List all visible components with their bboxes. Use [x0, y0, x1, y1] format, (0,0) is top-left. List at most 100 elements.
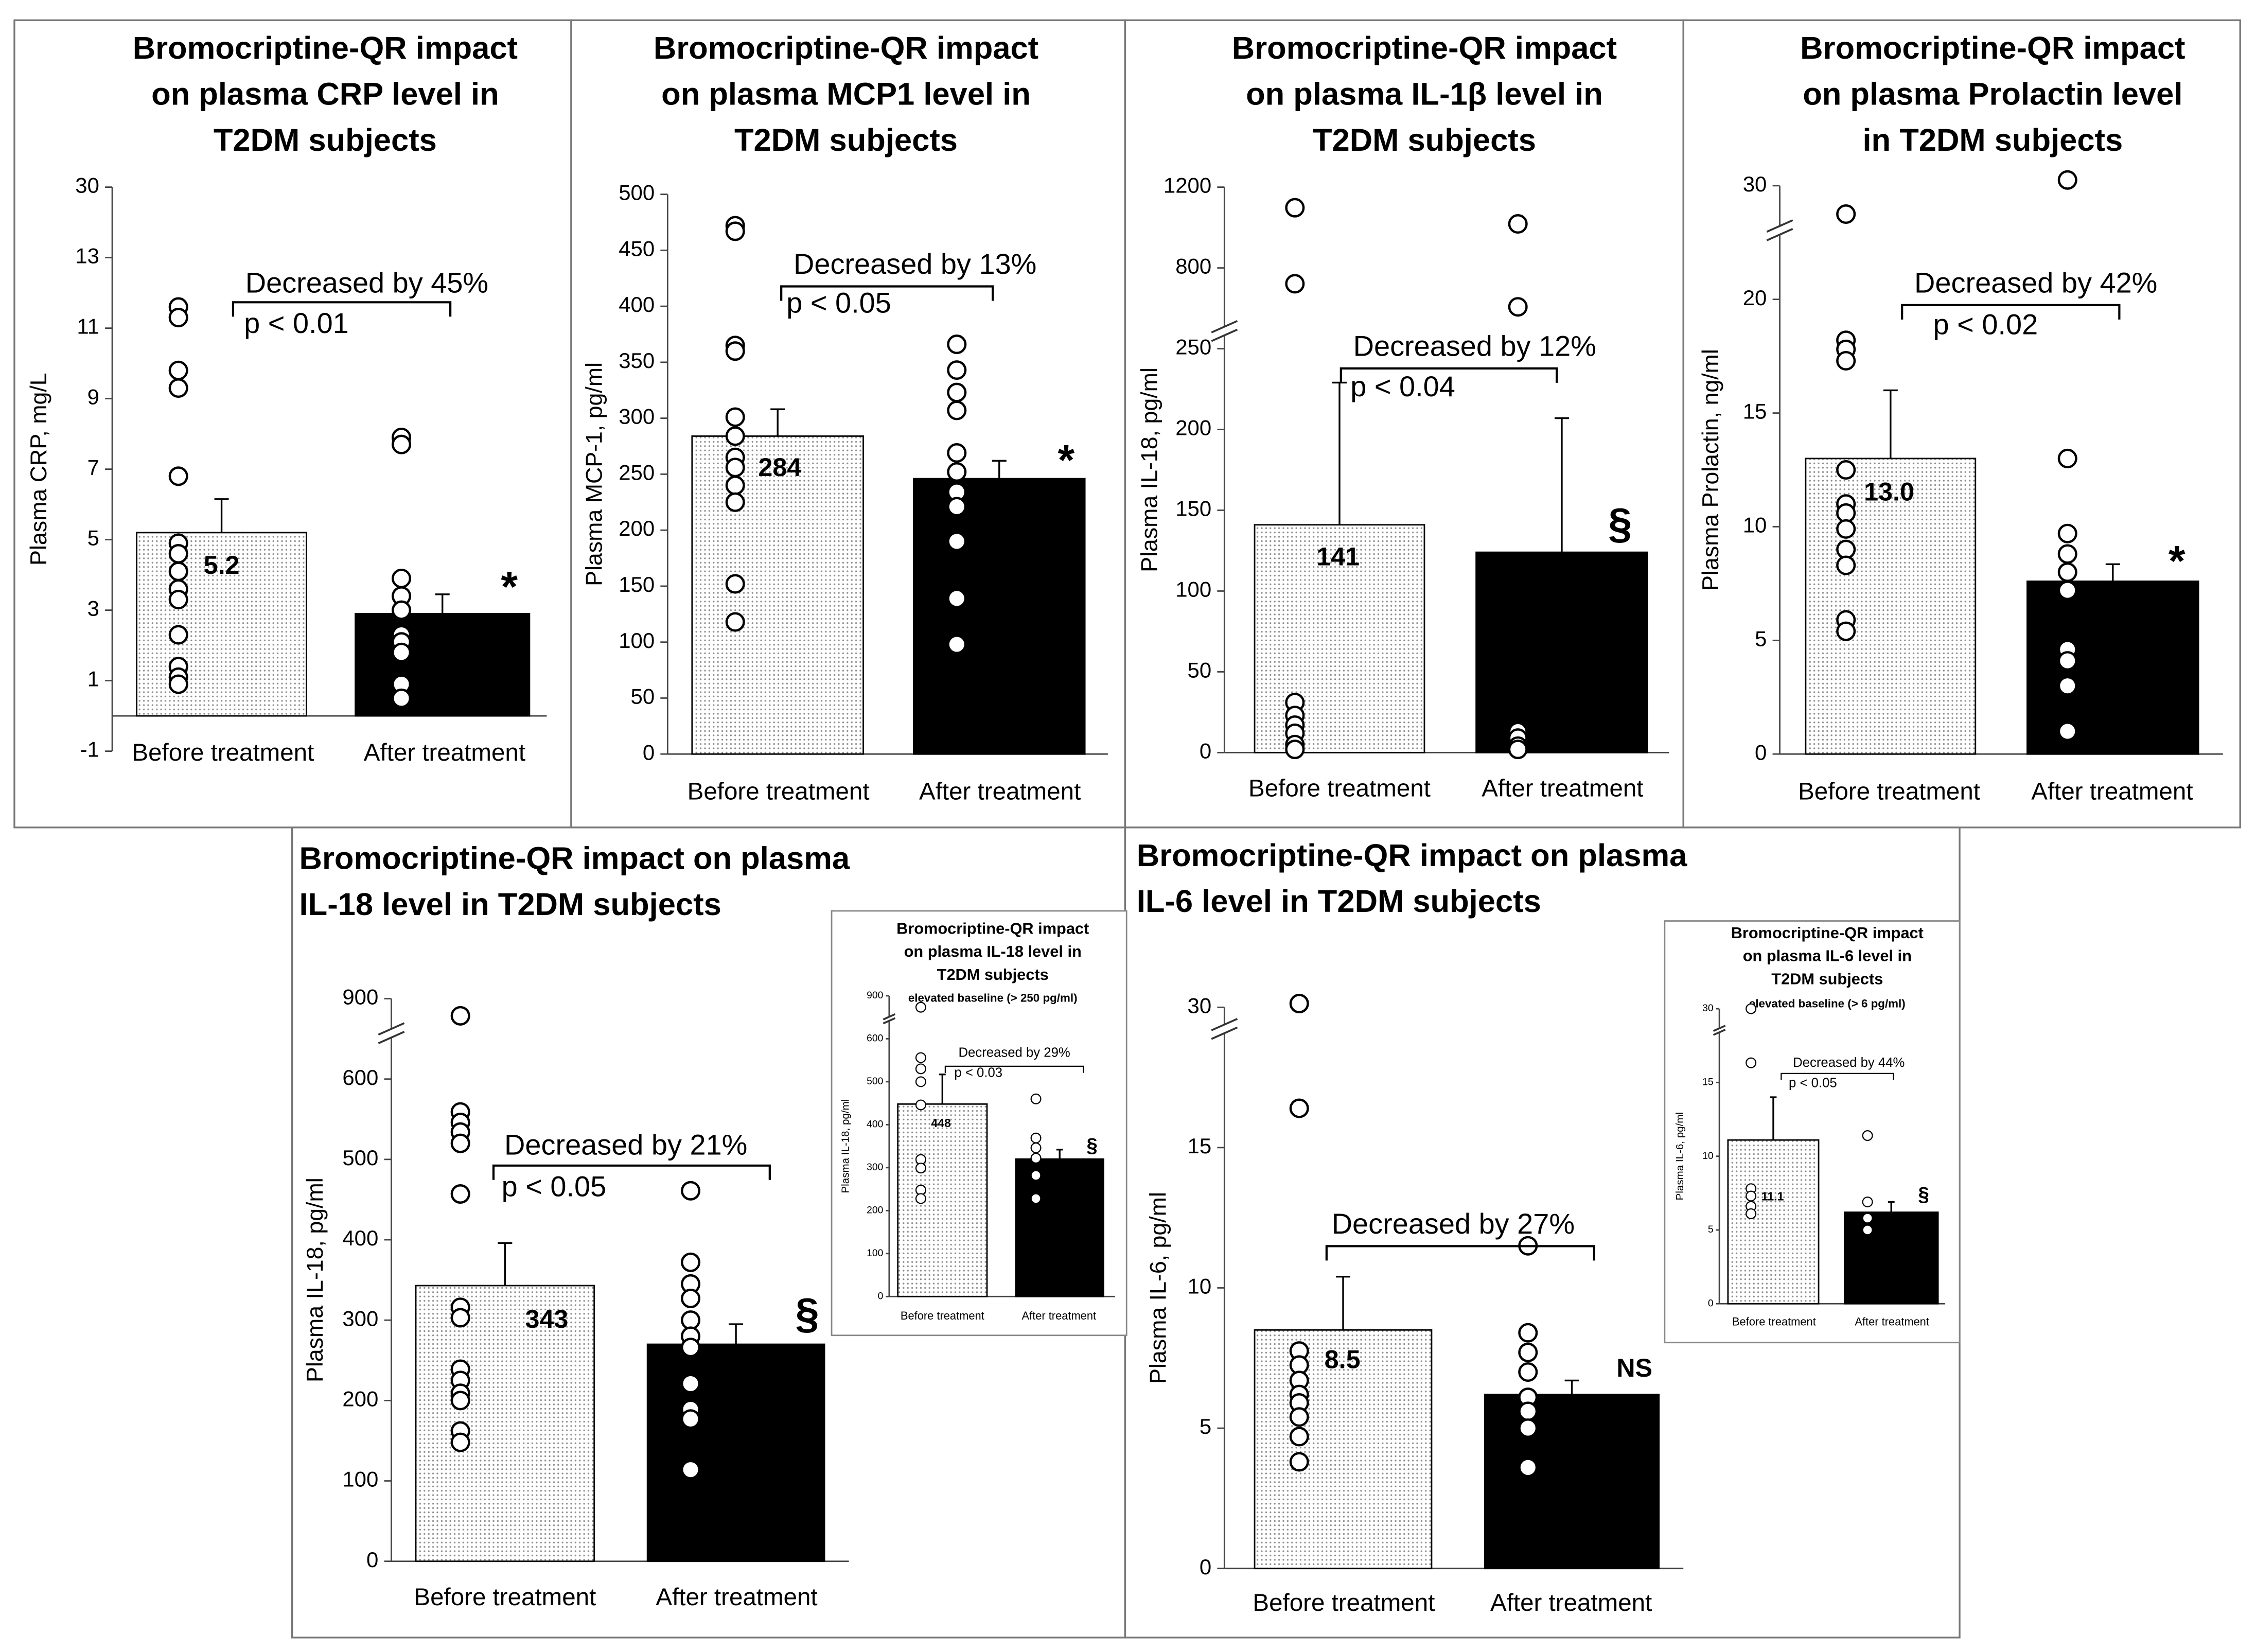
data-point: [392, 642, 412, 662]
chart-title: T2DM subjects: [1771, 970, 1883, 988]
data-point: [947, 635, 967, 655]
bar: [1805, 458, 1977, 755]
data-point: [915, 1076, 926, 1087]
y-tick-label: 250: [619, 460, 655, 484]
data-point: [725, 574, 745, 594]
y-tick-label: 400: [342, 1226, 378, 1250]
axis-break-mark: [1211, 328, 1238, 342]
y-axis-label: Plasma MCP-1, pg/ml: [581, 362, 607, 586]
data-point: [947, 531, 967, 551]
y-tick-label: 15: [1702, 1077, 1713, 1087]
data-point: [725, 426, 745, 446]
y-tick-label: 600: [867, 1033, 883, 1044]
value-label: 246: [978, 496, 1021, 525]
bar: [2026, 581, 2199, 755]
bar: [913, 478, 1086, 755]
data-point: [2057, 544, 2077, 564]
y-tick-label: 9: [87, 385, 99, 409]
data-point: [1836, 539, 1856, 559]
chart-title: Bromocriptine-QR impact: [1232, 30, 1617, 66]
axis-break-mark: [378, 1022, 405, 1036]
data-point: [947, 443, 967, 463]
chart-title: on plasma IL-1β level in: [1246, 77, 1603, 112]
value-label: 13.0: [1864, 477, 1914, 506]
annotation: Decreased by 44%: [1793, 1056, 1905, 1070]
data-point: [915, 1163, 926, 1174]
data-point: [681, 1252, 701, 1272]
y-tick-label: 300: [619, 405, 655, 429]
y-tick-label: 30: [1702, 1003, 1713, 1014]
data-point: [1836, 503, 1856, 523]
value-label: 11.1: [1761, 1189, 1784, 1203]
y-tick-label: 900: [867, 990, 883, 1001]
p-value: p < 0.04: [1350, 370, 1455, 402]
bar: [415, 1285, 595, 1562]
axis-break-gap: [883, 1016, 895, 1021]
data-point: [725, 407, 745, 427]
chart-title: IL-18 level in T2DM subjects: [299, 887, 721, 922]
data-point: [681, 1310, 701, 1330]
y-tick-label: 100: [342, 1467, 378, 1491]
y-axis-label: Plasma IL-18, pg/ml: [303, 1178, 328, 1382]
value-label: 8.5: [1325, 1344, 1361, 1374]
significance-marker: §: [1918, 1184, 1929, 1206]
y-tick-label: 50: [1188, 658, 1212, 682]
data-point: [168, 625, 188, 645]
data-point: [1508, 214, 1528, 234]
chart-title: Bromocriptine-QR impact: [654, 30, 1038, 66]
y-tick-label: 0: [1708, 1298, 1714, 1309]
data-point: [1518, 1362, 1538, 1382]
y-tick-label: 500: [342, 1146, 378, 1170]
comparison-bracket: [1340, 367, 1558, 383]
data-point: [168, 543, 188, 564]
chart-title: on plasma CRP level in: [151, 77, 499, 112]
y-tick-label: 13: [75, 244, 99, 268]
x-tick-label: Before treatment: [1732, 1315, 1816, 1328]
chart-title: Bromocriptine-QR impact: [1731, 924, 1924, 942]
data-point: [1289, 1098, 1309, 1118]
data-point: [915, 1099, 926, 1111]
data-point: [2057, 170, 2077, 190]
value-label: 5.2: [204, 550, 240, 579]
data-point: [450, 1006, 470, 1026]
y-tick-label: 200: [619, 516, 655, 540]
data-point: [681, 1289, 701, 1309]
p-value: p < 0.05: [502, 1170, 607, 1202]
data-point: [725, 458, 745, 478]
data-point: [2057, 651, 2077, 671]
chart-title: Bromocriptine-QR impact on plasma: [1137, 838, 1687, 873]
y-tick-label: 100: [1175, 577, 1211, 602]
value-label: 124: [1540, 569, 1583, 598]
chart-title: on plasma IL-6 level in: [1743, 947, 1912, 965]
data-point: [1508, 297, 1528, 317]
data-point: [1518, 1401, 1538, 1421]
y-tick-label: 10: [1743, 513, 1767, 537]
data-point: [947, 462, 967, 482]
data-point: [168, 360, 188, 380]
data-point: [1285, 740, 1305, 760]
data-point: [1289, 994, 1309, 1014]
y-tick-label: 900: [342, 985, 378, 1009]
value-label: 2.9: [425, 631, 461, 660]
data-point: [681, 1460, 701, 1480]
value-label: 7.6: [2093, 599, 2129, 628]
bar: [691, 435, 864, 755]
y-tick-label: 30: [1188, 993, 1212, 1017]
data-point: [392, 688, 412, 708]
chart: Bromocriptine-QR impact on plasma CRP lev…: [26, 30, 547, 766]
data-point: [1862, 1130, 1873, 1141]
y-tick-label: 5: [1755, 626, 1767, 651]
chart-title: on plasma Prolactin level: [1803, 77, 2182, 112]
p-value: p < 0.03: [954, 1066, 1002, 1080]
y-tick-label: 10: [1188, 1274, 1212, 1298]
significance-marker: §: [795, 1289, 819, 1338]
data-point: [1518, 1342, 1538, 1362]
data-point: [1030, 1193, 1042, 1204]
significance-marker: §: [1086, 1135, 1097, 1157]
comparison-bracket: [1781, 1073, 1894, 1080]
data-point: [915, 1063, 926, 1075]
comparison-bracket: [944, 1065, 1084, 1073]
y-tick-label: 400: [867, 1119, 883, 1130]
y-tick-label: 500: [867, 1076, 883, 1087]
